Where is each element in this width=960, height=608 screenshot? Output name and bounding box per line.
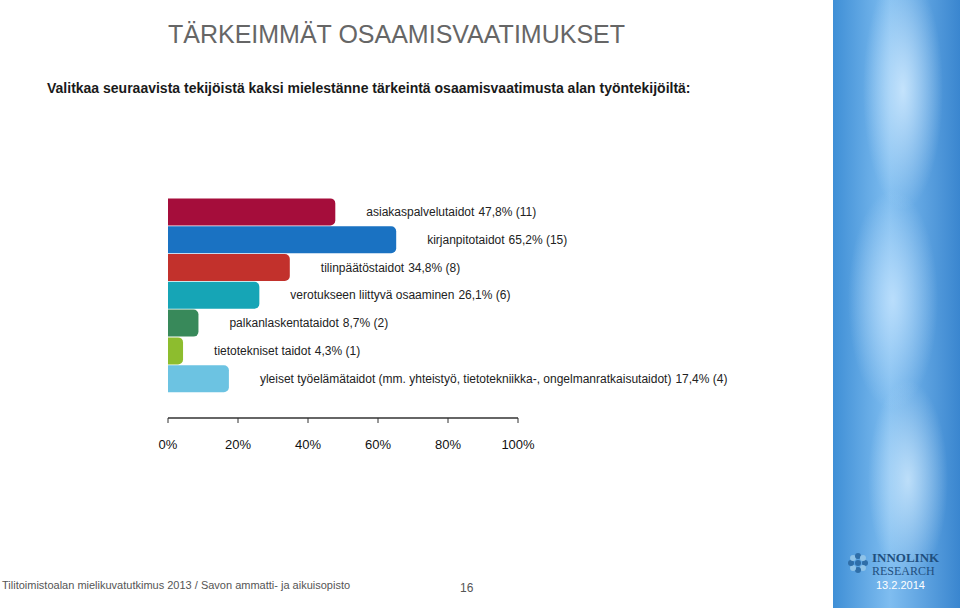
- logo-text: INNOLINK: [872, 550, 940, 565]
- tick-label: 80%: [435, 437, 461, 452]
- logo: INNOLINKRESEARCH: [848, 550, 940, 578]
- bar: [168, 282, 259, 309]
- subtitle: Valitkaa seuraavista tekijöistä kaksi mi…: [47, 78, 719, 98]
- bar-label: verotukseen liittyvä osaaminen 26,1% (6): [290, 288, 510, 302]
- logo-dot: [855, 560, 861, 566]
- footer-date: 13.2.2014: [876, 579, 925, 591]
- bar: [168, 198, 335, 225]
- footer-source: Tilitoimistoalan mielikuvatutkimus 2013 …: [2, 579, 350, 591]
- tick-label: 40%: [295, 437, 321, 452]
- x-axis: 0% 20% 40% 60% 80% 100%: [159, 418, 535, 452]
- bar: [168, 254, 290, 281]
- bar: [168, 365, 229, 392]
- category-label: tilinpäätöstaidot: [321, 261, 405, 275]
- logo-text: RESEARCH: [872, 564, 935, 578]
- bar: [168, 337, 183, 364]
- axis-line: [168, 417, 518, 419]
- bar-label: kirjanpitotaidot 65,2% (15): [427, 233, 567, 247]
- value-label: 8,7% (2): [343, 316, 388, 330]
- value-label: 17,4% (4): [675, 372, 727, 386]
- category-label: tietotekniset taidot: [214, 344, 311, 358]
- tick-label: 0%: [159, 437, 178, 452]
- logo-dot: [860, 555, 866, 561]
- tick-mark: [168, 418, 169, 423]
- tick-label: 100%: [501, 437, 535, 452]
- tick-label: 60%: [365, 437, 391, 452]
- tick-mark: [518, 418, 519, 423]
- category-label: kirjanpitotaidot: [427, 233, 505, 247]
- value-label: 4,3% (1): [315, 344, 360, 358]
- bar-label: yleiset työelämätaidot (mm. yhteistyö, t…: [260, 372, 728, 386]
- bar-label: asiakaspalvelutaidot47,8% (11): [366, 205, 536, 219]
- bar-label: tietotekniset taidot 4,3% (1): [214, 344, 360, 358]
- value-label: 26,1% (6): [458, 288, 510, 302]
- title: TÄRKEIMMÄT OSAAMISVAATIMUKSET: [168, 20, 625, 49]
- bar: [168, 310, 198, 337]
- tick-mark: [378, 418, 379, 423]
- value-label: 47,8% (11): [478, 205, 536, 219]
- chart: asiakaspalvelutaidot47,8% (11) kirjanpito…: [0, 0, 960, 608]
- tick-mark: [448, 418, 449, 423]
- data-labels: asiakaspalvelutaidot47,8% (11) kirjanpito…: [214, 205, 727, 386]
- value-label: 34,8% (8): [408, 261, 460, 275]
- bar-label: palkanlaskentataidot 8,7% (2): [229, 316, 388, 330]
- value-label: 65,2% (15): [509, 233, 568, 247]
- page-number: 16: [460, 581, 473, 595]
- tick-mark: [308, 418, 309, 423]
- tick-mark: [238, 418, 239, 423]
- decor-strip: [833, 0, 960, 608]
- bar-label: tilinpäätöstaidot34,8% (8): [321, 261, 460, 275]
- category-label: asiakaspalvelutaidot: [366, 205, 475, 219]
- category-label: palkanlaskentataidot: [229, 316, 339, 330]
- category-label: yleiset työelämätaidot (mm. yhteistyö, t…: [260, 372, 672, 386]
- category-label: verotukseen liittyvä osaaminen: [290, 288, 454, 302]
- tick-label: 20%: [225, 437, 251, 452]
- bar: [168, 226, 396, 253]
